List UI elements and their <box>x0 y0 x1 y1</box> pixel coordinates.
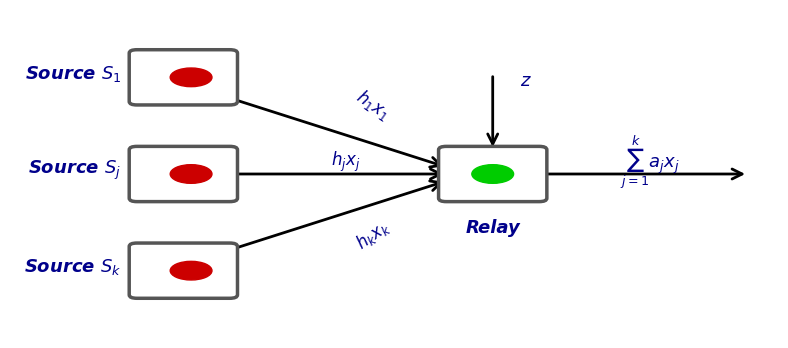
FancyBboxPatch shape <box>129 147 237 201</box>
Text: Source $S_1$: Source $S_1$ <box>25 64 121 84</box>
Circle shape <box>170 165 212 183</box>
Circle shape <box>472 165 514 183</box>
Text: $h_1x_1$: $h_1x_1$ <box>351 86 394 124</box>
FancyBboxPatch shape <box>439 147 547 201</box>
Circle shape <box>170 68 212 87</box>
Text: Source $S_j$: Source $S_j$ <box>28 159 121 182</box>
Text: Source $S_k$: Source $S_k$ <box>24 257 121 277</box>
Text: $z$: $z$ <box>520 72 532 90</box>
FancyBboxPatch shape <box>129 243 237 298</box>
FancyBboxPatch shape <box>129 50 237 105</box>
Text: $h_kx_k$: $h_kx_k$ <box>351 215 394 254</box>
Circle shape <box>170 261 212 280</box>
Text: $\sum_{j=1}^{k} a_j x_j$: $\sum_{j=1}^{k} a_j x_j$ <box>620 133 680 191</box>
Text: $h_jx_j$: $h_jx_j$ <box>331 150 360 174</box>
Text: Relay: Relay <box>466 219 520 237</box>
